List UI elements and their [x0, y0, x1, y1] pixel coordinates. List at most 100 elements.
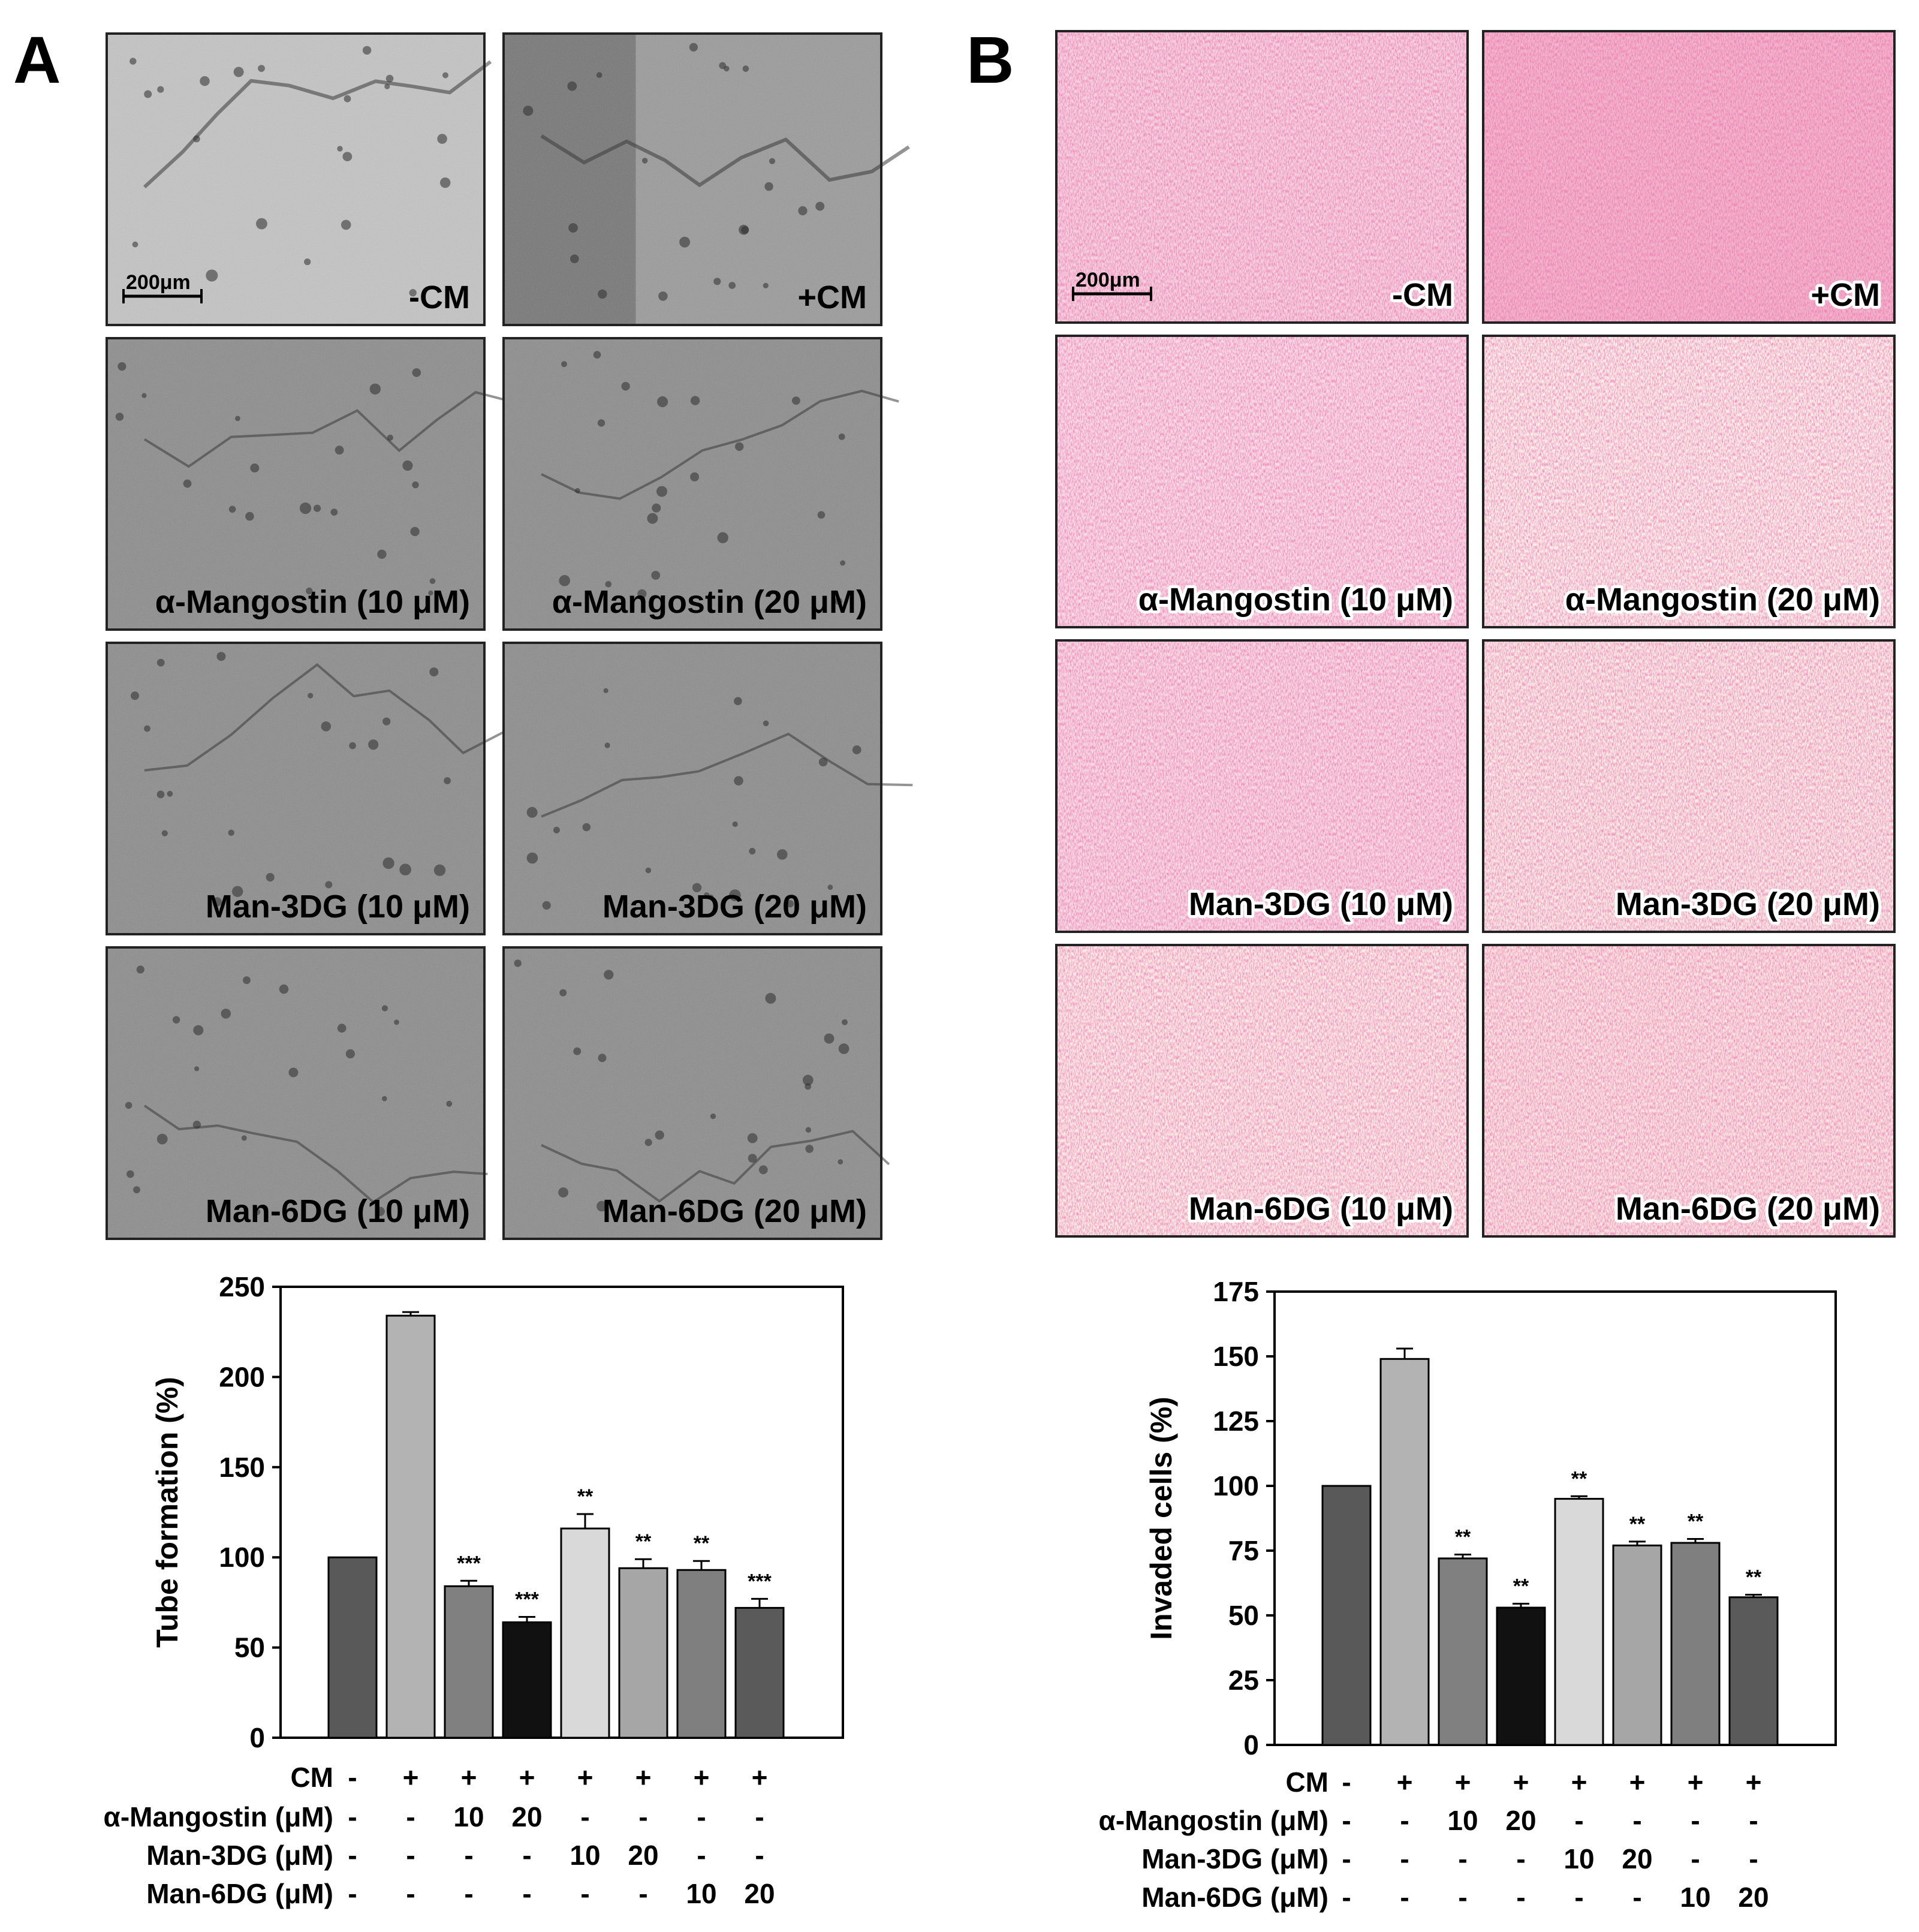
- treatment-cell: -: [1458, 1882, 1467, 1913]
- treatment-row-label: CM: [290, 1762, 333, 1793]
- micrograph-b-8: Man-6DG (20 μM): [1482, 944, 1896, 1238]
- treatment-cell: -: [1400, 1805, 1409, 1836]
- micrograph-caption: +CM: [797, 279, 867, 315]
- treatment-cell: 20: [628, 1840, 658, 1871]
- y-tick-label: 0: [1243, 1729, 1259, 1761]
- y-axis-title: Invaded cells (%): [1144, 1397, 1178, 1640]
- micrograph-caption: α-Mangostin (10 μM): [155, 584, 470, 620]
- significance-marker: ***: [515, 1588, 539, 1611]
- treatment-row: Man-6DG (μM) - - - - - -10 20: [146, 1878, 775, 1909]
- treatment-cell: -: [1342, 1767, 1351, 1798]
- micrograph-caption: Man-6DG (10 μM): [1189, 1191, 1453, 1227]
- treatment-row-label: Man-6DG (μM): [146, 1878, 333, 1909]
- treatment-cell: 20: [1505, 1805, 1536, 1836]
- treatment-cell: -: [638, 1801, 647, 1832]
- treatment-cell: -: [697, 1801, 706, 1832]
- y-tick-label: 50: [1228, 1600, 1259, 1631]
- treatment-cell: -: [522, 1878, 531, 1909]
- micrograph-a-1: -CM 200μm: [106, 32, 492, 326]
- micrograph-caption: α-Mangostin (20 μM): [552, 584, 867, 620]
- treatment-cell: 20: [511, 1801, 542, 1832]
- bar-chart-invaded-cells: 0 25 50 75 100 125 150 175 Invaded cells (%) ** **…: [1144, 1276, 1837, 1761]
- treatment-cell: 10: [686, 1878, 716, 1909]
- micrograph-caption: -CM: [409, 279, 470, 315]
- treatment-cell: -: [1691, 1805, 1700, 1836]
- treatment-row: α-Mangostin (μM) - -10 20- - - -: [1099, 1805, 1758, 1836]
- treatment-cell: +: [461, 1762, 477, 1793]
- micrograph-caption: Man-3DG (20 μM): [1616, 886, 1880, 922]
- scale-bar: 200μm: [1072, 269, 1152, 301]
- treatment-cell: +: [1397, 1767, 1413, 1798]
- bar: [1438, 1557, 1488, 1746]
- treatment-cell: -: [1516, 1843, 1525, 1874]
- bar: [444, 1585, 494, 1739]
- significance-marker: **: [694, 1532, 710, 1555]
- micrograph-caption: Man-3DG (10 μM): [206, 889, 470, 925]
- bar: [385, 1314, 436, 1739]
- bar: [1554, 1498, 1604, 1746]
- treatment-cell: -: [1458, 1843, 1467, 1874]
- treatment-cell: +: [1513, 1767, 1529, 1798]
- micrograph-caption: α-Mangostin (10 μM): [1138, 582, 1453, 618]
- treatment-cell: -: [348, 1878, 357, 1909]
- scale-bar: 200μm: [122, 271, 203, 303]
- treatment-cell: 10: [1680, 1882, 1710, 1913]
- significance-marker: **: [635, 1530, 652, 1553]
- treatment-cell: -: [1342, 1882, 1351, 1913]
- bar: [1670, 1542, 1721, 1746]
- micrograph-grid-a: -CM 200μm +CM α-Mangostin (10 μM) α-Mangosti…: [106, 32, 913, 1240]
- micrograph-caption: Man-6DG (20 μM): [602, 1193, 867, 1229]
- scale-bar-label: 200μm: [126, 271, 191, 294]
- y-axis-title: Tube formation (%): [150, 1377, 184, 1648]
- treatment-cell: -: [1574, 1882, 1583, 1913]
- y-tick-label: 150: [219, 1452, 265, 1483]
- treatment-cell: -: [1574, 1805, 1583, 1836]
- bar: [676, 1569, 727, 1739]
- y-tick-label: 0: [249, 1722, 265, 1753]
- micrograph-b-5: Man-3DG (10 μM): [1055, 639, 1469, 933]
- micrograph-a-8: Man-6DG (20 μM): [502, 946, 890, 1240]
- treatment-cell: -: [755, 1801, 764, 1832]
- bar: [1321, 1485, 1372, 1746]
- treatment-cell: +: [694, 1762, 710, 1793]
- micrograph-caption: α-Mangostin (20 μM): [1565, 582, 1880, 618]
- bar: [618, 1567, 668, 1739]
- treatment-cell: -: [1400, 1843, 1409, 1874]
- micrograph-caption: +CM: [1810, 277, 1880, 313]
- treatment-cell: -: [464, 1840, 473, 1871]
- panel-letter-a: A: [13, 23, 61, 97]
- treatment-cell: -: [522, 1840, 531, 1871]
- treatment-row-label: Man-6DG (μM): [1141, 1882, 1328, 1913]
- y-tick-label: 50: [234, 1632, 265, 1663]
- bar: [1496, 1606, 1546, 1746]
- y-tick-label: 25: [1228, 1665, 1259, 1696]
- treatment-cell: -: [406, 1801, 415, 1832]
- bar: [734, 1606, 785, 1739]
- treatment-cell: -: [464, 1878, 473, 1909]
- treatment-cell: +: [635, 1762, 652, 1793]
- treatment-cell: -: [1632, 1805, 1641, 1836]
- y-tick-label: 75: [1228, 1535, 1259, 1566]
- significance-marker: **: [1746, 1566, 1762, 1588]
- bar: [1728, 1596, 1779, 1746]
- y-tick-label: 250: [219, 1271, 265, 1302]
- bar: [560, 1527, 610, 1739]
- significance-marker: **: [1455, 1525, 1471, 1548]
- treatment-cell: +: [1455, 1767, 1471, 1798]
- treatment-cell: -: [1691, 1843, 1700, 1874]
- treatment-cell: 20: [1738, 1882, 1769, 1913]
- y-tick-label: 150: [1213, 1341, 1259, 1372]
- treatment-row: CM - + + + + + + +: [1285, 1767, 1761, 1798]
- treatment-cell: -: [638, 1878, 647, 1909]
- treatment-table-a: CM - + + + + + + +α-Mangostin (μM) - -10 20- - - -Man-…: [104, 1762, 775, 1909]
- significance-marker: **: [577, 1485, 594, 1508]
- treatment-cell: -: [1342, 1843, 1351, 1874]
- significance-marker: **: [1629, 1513, 1646, 1536]
- treatment-cell: 20: [1622, 1843, 1652, 1874]
- treatment-cell: +: [577, 1762, 594, 1793]
- treatment-cell: +: [752, 1762, 768, 1793]
- treatment-row: Man-6DG (μM) - - - - - -10 20: [1141, 1882, 1769, 1913]
- treatment-cell: -: [1749, 1805, 1758, 1836]
- micrograph-b-6: Man-3DG (20 μM): [1482, 639, 1896, 933]
